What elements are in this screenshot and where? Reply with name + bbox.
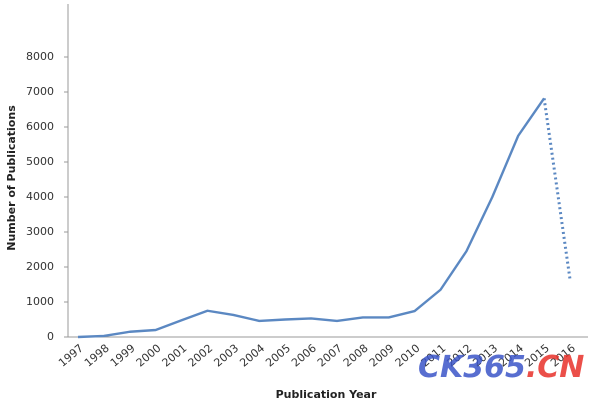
y-tick-label: 3000 [26,225,54,238]
y-tick-label: 5000 [26,155,54,168]
x-tick-label: 2005 [263,342,293,370]
x-tick-label: 2002 [186,342,216,370]
x-axis-title: Publication Year [276,388,377,401]
y-tick-label: 6000 [26,120,54,133]
y-tick-label: 0 [47,330,54,343]
x-tick-label: 2000 [134,342,164,370]
x-tick-label: 2006 [289,342,319,370]
x-tick-label: 2008 [341,342,371,370]
y-tick-label: 4000 [26,190,54,203]
data-line-dotted [542,98,572,280]
x-tick-label: 1998 [82,342,112,370]
x-tick-label: 2004 [237,342,267,370]
x-tick-label: 1999 [108,342,138,370]
y-axis-title: Number of Publications [5,105,18,251]
x-tick-label: 2001 [160,342,190,370]
watermark-part: .CN [526,350,585,385]
x-tick-label: 1997 [56,342,86,370]
watermark-part: CK365 [418,350,526,385]
y-tick-label: 2000 [26,260,54,273]
x-tick-label: 2003 [211,342,241,370]
y-tick-label: 7000 [26,85,54,98]
y-tick-label: 8000 [26,50,54,63]
data-line [77,97,546,339]
x-tick-label: 2009 [367,342,397,370]
watermark: CK365.CN [418,350,584,385]
y-tick-label: 1000 [26,295,54,308]
x-tick-label: 2007 [315,342,345,370]
